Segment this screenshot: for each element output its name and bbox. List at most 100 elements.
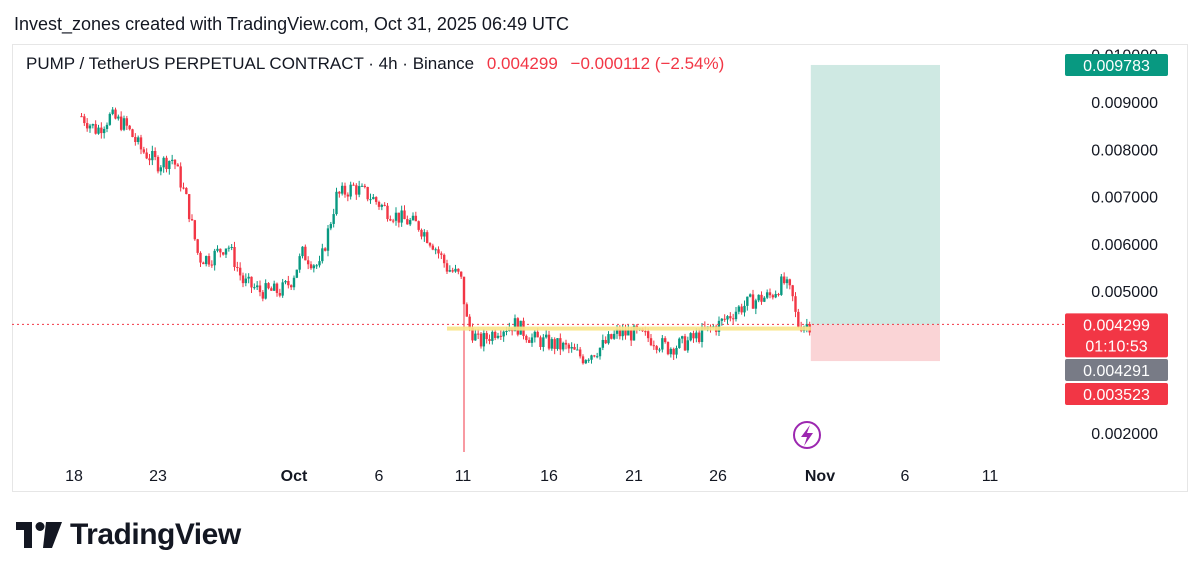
candle-body <box>238 267 242 276</box>
candle <box>488 334 491 345</box>
candle <box>377 200 381 210</box>
candle-body <box>202 262 205 265</box>
candle-body <box>680 336 684 339</box>
time-tick-label: 6 <box>901 468 910 485</box>
candle <box>791 284 794 302</box>
candle <box>374 196 378 205</box>
candle-body <box>380 204 384 207</box>
candle-body <box>417 221 420 230</box>
candle-body <box>445 263 449 272</box>
candle-body <box>581 356 585 364</box>
candle-body <box>692 333 695 339</box>
candle-body <box>386 205 389 220</box>
candle <box>533 330 537 343</box>
candle-body <box>686 340 690 351</box>
candle <box>683 333 687 352</box>
price-tag-price: 0.004299 01:10:53 <box>1065 313 1168 358</box>
candle <box>425 230 429 244</box>
time-tick-label: 11 <box>982 468 999 485</box>
candle <box>301 246 304 259</box>
candle <box>768 288 772 299</box>
candle-body <box>612 333 616 339</box>
position-zones <box>810 64 940 362</box>
candle-body <box>85 123 89 129</box>
price-tick-label: 0.006000 <box>1091 237 1158 254</box>
candle-body <box>83 116 86 124</box>
candle <box>459 271 463 279</box>
symbol-legend[interactable]: PUMP / TetherUS PERPETUAL CONTRACT · 4h … <box>26 54 724 74</box>
candle-body <box>301 246 304 257</box>
candle-body <box>374 197 378 202</box>
candle-body <box>241 275 245 284</box>
time-tick-label: 11 <box>455 468 472 485</box>
candle-body <box>193 220 197 240</box>
candle-body <box>196 239 199 253</box>
candle-body <box>476 333 480 335</box>
candle-body <box>567 344 571 349</box>
candle-body <box>80 116 83 118</box>
candle-body <box>360 185 364 187</box>
candle <box>746 296 749 311</box>
candle <box>125 115 129 131</box>
candle-body <box>134 136 137 142</box>
candle-body <box>505 330 508 332</box>
candle <box>731 313 735 325</box>
price-chart[interactable]: 0.002000 0.005000 0.006000 0.007000 0.008000… <box>0 0 1200 500</box>
candle <box>411 212 415 221</box>
candle-body <box>153 151 157 158</box>
candle-body <box>391 220 395 222</box>
candle <box>270 286 273 291</box>
candle-body <box>131 129 134 137</box>
candle-body <box>284 281 287 283</box>
candle <box>380 203 384 211</box>
candle <box>173 159 177 170</box>
candle-body <box>199 252 202 263</box>
candle <box>97 124 100 135</box>
candle <box>751 289 755 309</box>
candle-body <box>156 157 160 172</box>
candle <box>797 308 800 329</box>
candle <box>281 278 284 298</box>
candle-body <box>255 285 259 288</box>
candle-body <box>437 249 440 254</box>
candle-body <box>389 219 392 221</box>
candle-body <box>536 331 539 338</box>
candle <box>553 337 556 355</box>
candle <box>190 214 194 222</box>
candle-body <box>499 335 503 337</box>
lightning-icon[interactable] <box>793 421 821 449</box>
candle <box>420 228 423 240</box>
candle-body <box>627 330 630 336</box>
candle-body <box>797 311 800 327</box>
candle <box>530 333 534 347</box>
candle-body <box>312 265 316 269</box>
candle-body <box>343 185 347 195</box>
candle-body <box>94 124 97 134</box>
candle <box>335 187 338 216</box>
candle <box>204 255 208 267</box>
candle <box>544 329 548 339</box>
candle <box>219 248 222 258</box>
candle <box>431 243 435 251</box>
candle-body <box>179 166 182 188</box>
candle <box>366 186 369 202</box>
candle-body <box>615 328 619 334</box>
time-tick-label: 16 <box>540 468 558 485</box>
candle-body <box>210 264 214 266</box>
candle-body <box>661 338 664 350</box>
candle <box>306 256 310 270</box>
candle <box>102 126 106 139</box>
candle <box>309 261 313 270</box>
candle <box>230 243 233 251</box>
candle <box>128 124 131 131</box>
candle-body <box>573 346 576 350</box>
candle <box>587 358 590 363</box>
candle <box>561 341 565 352</box>
loss-zone <box>810 324 940 362</box>
candle-body <box>349 184 352 197</box>
candle-body <box>723 318 726 320</box>
candle-body <box>649 338 653 346</box>
candle-body <box>564 342 568 345</box>
candle <box>343 182 347 198</box>
candle-body <box>479 333 483 347</box>
